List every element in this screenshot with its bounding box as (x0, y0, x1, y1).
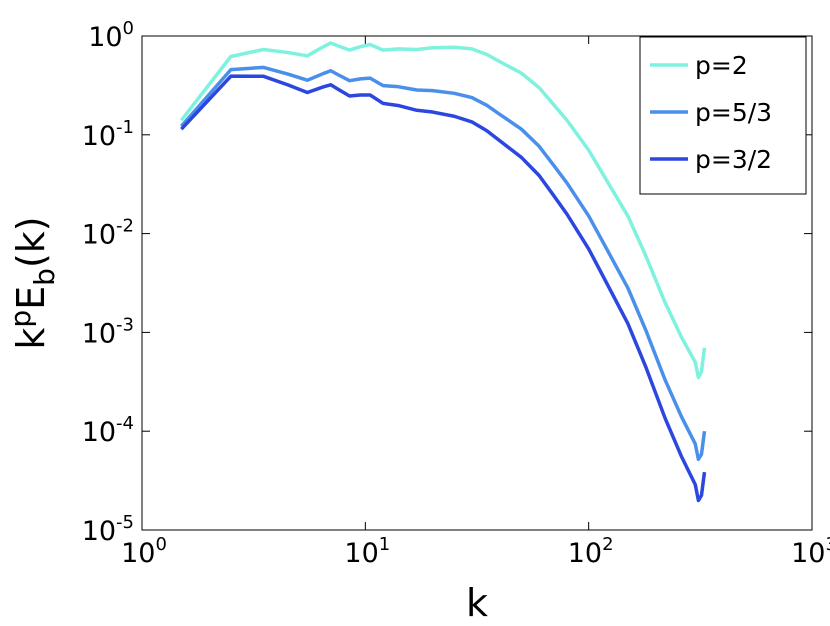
y-axis-label: kpEb(k) (4, 216, 61, 349)
tick-exponent: -2 (116, 216, 134, 237)
tick-exponent: 0 (123, 18, 134, 39)
tick-exponent: 2 (602, 534, 613, 555)
legend-label: p=2 (695, 51, 748, 80)
tick-exponent: 0 (155, 534, 166, 555)
tick-label: 10-2 (82, 216, 134, 251)
tick-exponent: -5 (116, 512, 134, 533)
tick-exponent: 1 (379, 534, 390, 555)
tick-exponent: -1 (116, 117, 134, 138)
legend-box (639, 36, 807, 195)
tick-label: 103 (791, 534, 830, 569)
tick-label: 100 (121, 534, 167, 569)
legend-label: p=5/3 (695, 98, 772, 127)
tick-label: 10-5 (82, 512, 134, 547)
series-line (180, 74, 707, 503)
tick-base: 10 (344, 538, 378, 569)
tick-base: 10 (82, 417, 116, 448)
tick-label: 101 (344, 534, 390, 569)
tick-label: 10-1 (82, 117, 134, 152)
tick-base: 10 (121, 538, 155, 569)
y-axis-label-part: (k) (9, 216, 53, 268)
y-axis-label-part: p (4, 310, 37, 328)
tick-base: 10 (82, 121, 116, 152)
y-axis-label-part: b (28, 268, 61, 286)
tick-label: 10-3 (82, 314, 134, 349)
y-axis-label-part: E (9, 286, 53, 310)
plot-frame (141, 35, 813, 531)
series-line (180, 65, 707, 462)
tick-exponent: 3 (825, 534, 830, 555)
y-axis-label-part: k (9, 328, 53, 350)
tick-label: 100 (88, 18, 134, 53)
legend-label: p=3/2 (695, 145, 772, 174)
tick-exponent: -3 (116, 314, 134, 335)
tick-base: 10 (82, 516, 116, 547)
tick-base: 10 (82, 220, 116, 251)
tick-base: 10 (568, 538, 602, 569)
series-line (179, 41, 707, 380)
tick-base: 10 (791, 538, 825, 569)
tick-label: 10-4 (82, 413, 134, 448)
tick-base: 10 (82, 318, 116, 349)
x-axis-label: k (466, 581, 488, 625)
tick-label: 102 (568, 534, 614, 569)
tick-base: 10 (88, 22, 122, 53)
tick-exponent: -4 (116, 413, 134, 434)
